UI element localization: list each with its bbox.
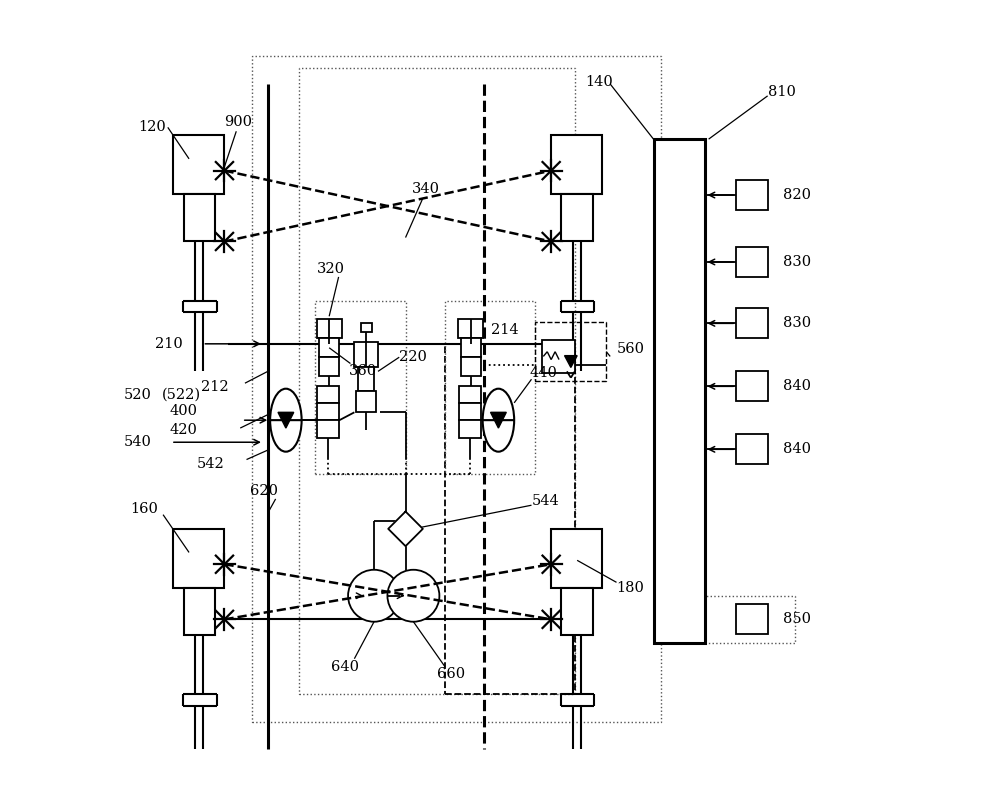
Bar: [356, 391, 376, 412]
Bar: [736, 435, 768, 465]
Bar: [561, 588, 593, 635]
Text: 540: 540: [124, 435, 152, 450]
Text: 214: 214: [491, 323, 518, 337]
Bar: [458, 318, 483, 338]
Polygon shape: [491, 412, 506, 428]
Bar: [184, 588, 215, 635]
Text: 220: 220: [399, 350, 427, 364]
Text: 120: 120: [138, 120, 166, 134]
Text: 212: 212: [201, 380, 228, 394]
Text: 160: 160: [130, 502, 158, 516]
Bar: [317, 420, 339, 438]
Bar: [551, 135, 602, 194]
Text: 620: 620: [250, 484, 278, 498]
Bar: [461, 338, 481, 357]
Text: 340: 340: [412, 182, 440, 196]
Bar: [317, 318, 342, 338]
Bar: [654, 139, 705, 643]
Ellipse shape: [483, 389, 514, 452]
Bar: [358, 367, 374, 391]
Bar: [317, 403, 339, 420]
Text: 840: 840: [783, 442, 811, 457]
Text: 400: 400: [169, 404, 197, 418]
Polygon shape: [388, 511, 423, 546]
Bar: [459, 420, 481, 438]
Text: 140: 140: [585, 75, 613, 88]
Bar: [445, 300, 535, 474]
Polygon shape: [278, 412, 294, 428]
Bar: [317, 386, 339, 403]
Bar: [535, 322, 606, 381]
Bar: [173, 529, 224, 588]
Bar: [354, 342, 378, 367]
Text: (522): (522): [161, 388, 201, 402]
Bar: [736, 604, 768, 634]
Circle shape: [348, 570, 400, 622]
Bar: [736, 371, 768, 401]
Bar: [542, 340, 575, 373]
Text: 420: 420: [169, 423, 197, 438]
Text: 544: 544: [531, 495, 559, 508]
Text: 820: 820: [783, 188, 811, 202]
Bar: [319, 338, 339, 357]
Bar: [561, 194, 593, 242]
Text: 840: 840: [783, 379, 811, 393]
Text: 210: 210: [155, 337, 183, 351]
Bar: [252, 57, 661, 722]
Text: 520: 520: [124, 388, 152, 402]
Bar: [736, 247, 768, 277]
Polygon shape: [565, 356, 577, 367]
Text: 180: 180: [617, 581, 644, 595]
Ellipse shape: [270, 389, 302, 452]
Text: 900: 900: [224, 115, 252, 129]
Bar: [461, 357, 481, 376]
Bar: [736, 180, 768, 210]
Circle shape: [387, 570, 439, 622]
Text: 542: 542: [197, 457, 225, 472]
Text: 830: 830: [783, 316, 812, 330]
Bar: [173, 135, 224, 194]
Bar: [361, 322, 372, 332]
Bar: [459, 403, 481, 420]
Text: 830: 830: [783, 255, 812, 269]
Text: 850: 850: [783, 612, 811, 626]
Text: 320: 320: [317, 262, 345, 276]
Text: 640: 640: [331, 660, 359, 674]
Text: 560: 560: [617, 342, 645, 356]
Bar: [736, 308, 768, 338]
Bar: [184, 194, 215, 242]
Text: 440: 440: [530, 366, 558, 380]
Bar: [315, 300, 406, 474]
Bar: [445, 344, 575, 694]
Bar: [701, 596, 795, 643]
Text: 360: 360: [349, 364, 377, 378]
Bar: [459, 386, 481, 403]
Text: 660: 660: [437, 668, 465, 682]
Text: 810: 810: [768, 85, 796, 99]
Bar: [299, 68, 575, 694]
Bar: [551, 529, 602, 588]
Bar: [319, 357, 339, 376]
